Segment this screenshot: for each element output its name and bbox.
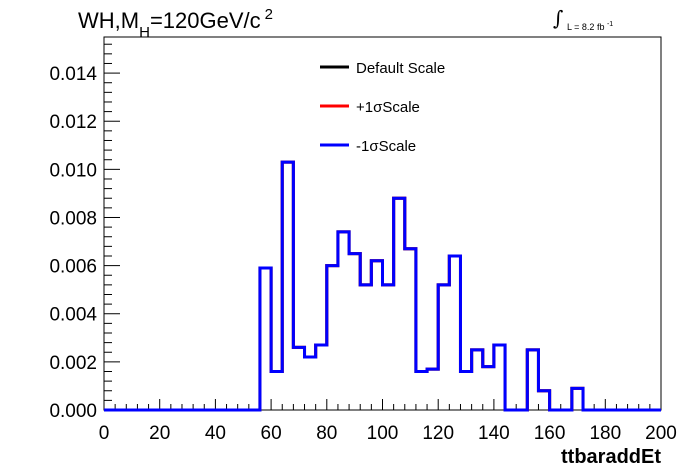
- x-tick-label: 0: [99, 423, 110, 444]
- x-tick-label: 80: [316, 423, 337, 444]
- x-tick-label: 200: [645, 423, 677, 444]
- y-tick-label: 0.002: [49, 353, 97, 374]
- legend-label-1: +1σScale: [356, 99, 420, 116]
- x-tick-label: 40: [205, 423, 226, 444]
- x-tick-label: 160: [534, 423, 566, 444]
- plot-frame: [103, 36, 662, 411]
- integral-icon: ∫: [553, 6, 564, 30]
- y-tick-label: 0.008: [49, 208, 97, 229]
- y-tick-label: 0.010: [49, 160, 97, 181]
- x-tick-label: 100: [367, 423, 399, 444]
- x-tick-label: 120: [422, 423, 454, 444]
- plot-title: WH,MH=120GeV/c 2: [78, 6, 273, 41]
- y-tick-label: 0.014: [49, 64, 97, 85]
- legend-label-2: -1σScale: [356, 138, 416, 155]
- legend-label-0: Default Scale: [356, 60, 445, 77]
- x-tick-label: 60: [261, 423, 282, 444]
- x-axis-label: ttbaraddEt: [561, 446, 661, 468]
- y-tick-label: 0.006: [49, 257, 97, 278]
- y-tick-label: 0.004: [49, 305, 97, 326]
- y-tick-label: 0.012: [49, 112, 97, 133]
- x-tick-label: 180: [589, 423, 621, 444]
- y-tick-label: 0.000: [49, 401, 97, 422]
- series-line-2: [104, 160, 661, 412]
- x-tick-label: 140: [478, 423, 510, 444]
- x-tick-label: 20: [149, 423, 170, 444]
